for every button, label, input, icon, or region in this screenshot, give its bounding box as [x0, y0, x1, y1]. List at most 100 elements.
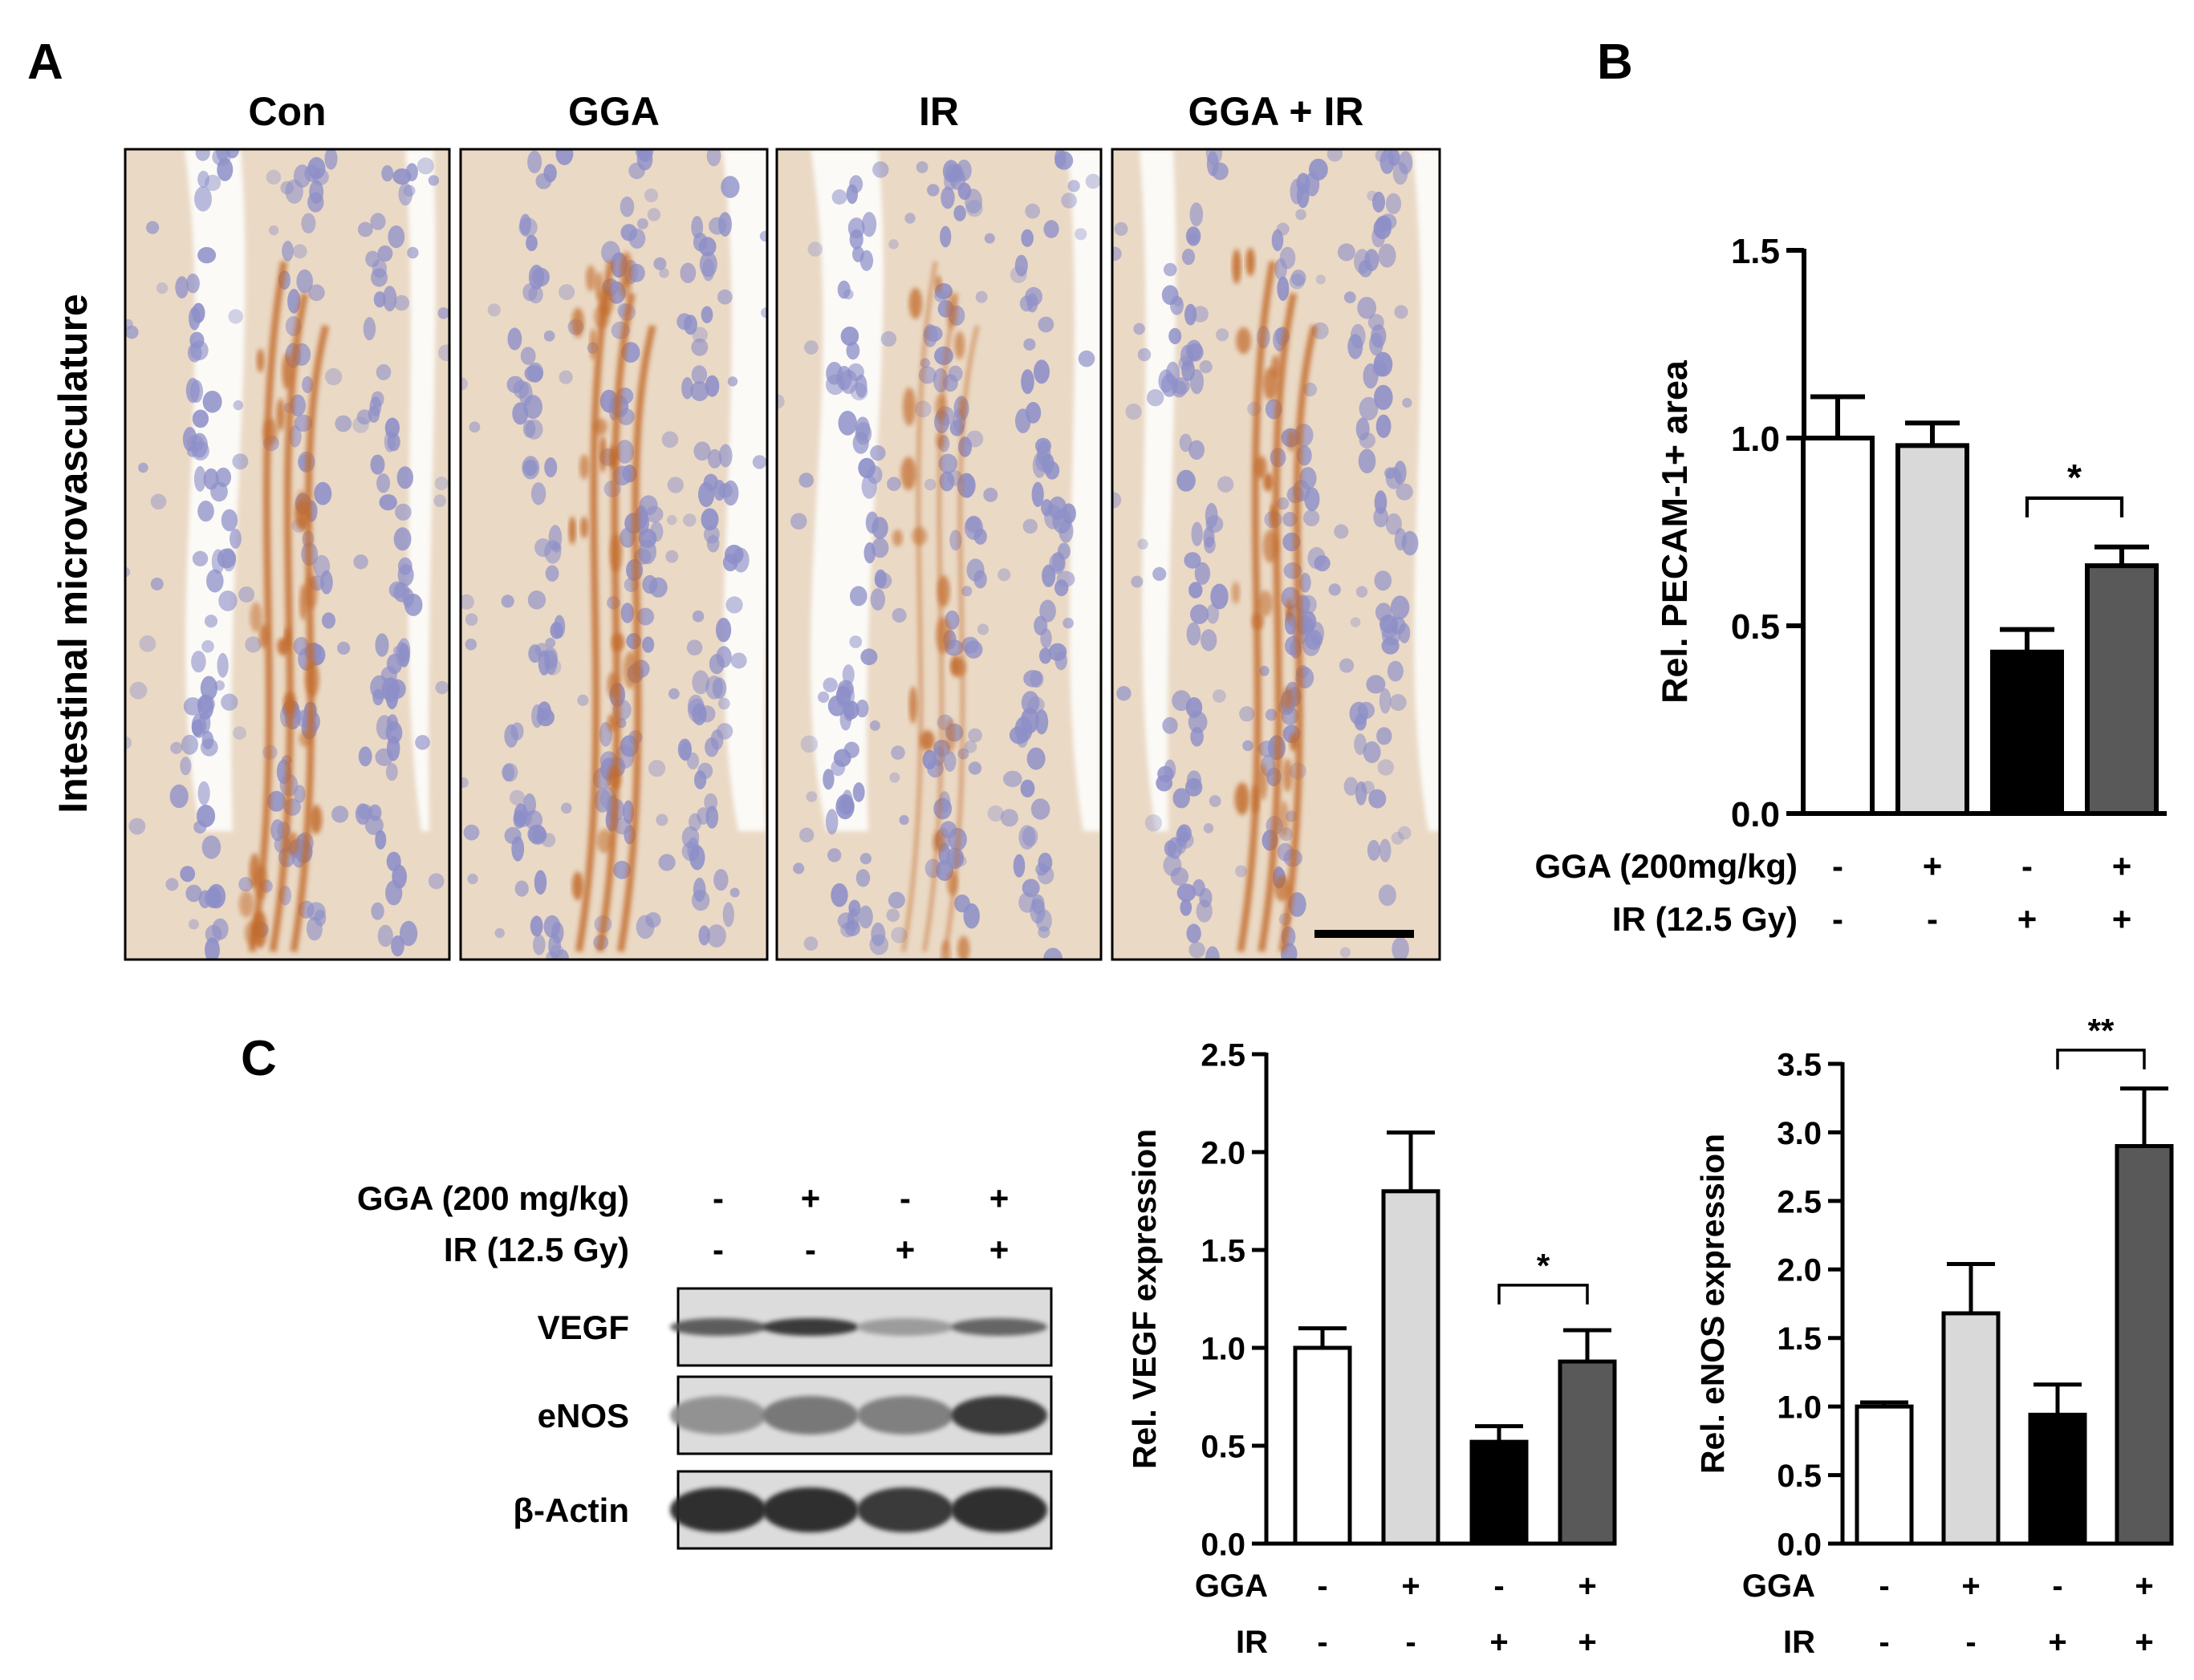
condition-sign: +: [1923, 847, 1943, 885]
y-axis-label: Rel. VEGF expression: [1126, 1129, 1163, 1469]
y-tick-label: 1.5: [1731, 232, 1780, 271]
blot-band: [670, 1396, 766, 1434]
y-tick-label: 2.5: [1201, 1037, 1245, 1073]
enos-bar-chart: 0.0 0.5 1.0 1.5 2.0 2.5 3.0 3.5 Rel. eNOS expres…: [1694, 1012, 2174, 1660]
condition-sign: +: [1401, 1568, 1420, 1604]
pecam-bar-chart: 0.0 0.5 1.0 1.5 Rel. PECAM-1+ area * GGA (200m…: [1534, 232, 2167, 938]
bar: [2115, 1144, 2174, 1546]
condition-sign: -: [1879, 1625, 1889, 1660]
condition-row-label: GGA (200mg/kg): [1534, 847, 1798, 885]
blot-strip: [670, 1375, 1053, 1455]
significance-label: **: [2088, 1012, 2115, 1049]
condition-sign: -: [1879, 1568, 1889, 1604]
condition-sign: +: [2112, 847, 2132, 885]
significance-label: *: [2067, 457, 2082, 498]
bar: [1855, 1404, 1914, 1546]
condition-sign: +: [2048, 1625, 2066, 1660]
condition-row-label: IR: [1783, 1625, 1815, 1660]
micrograph-ylabel: Intestinal microvasculature: [51, 294, 95, 813]
y-tick-label: 1.5: [1201, 1233, 1245, 1268]
blot-condition-sign: -: [805, 1231, 816, 1268]
micrograph-title-ir: IR: [919, 89, 959, 134]
condition-sign: -: [2052, 1568, 2062, 1604]
micrograph-con: [125, 149, 449, 960]
condition-sign: +: [2112, 900, 2132, 938]
y-tick-label: 0.0: [1777, 1527, 1822, 1562]
panel-label-c: C: [241, 1031, 277, 1086]
condition-sign: +: [2135, 1568, 2153, 1604]
blot-row-label: β-Actin: [513, 1491, 629, 1529]
condition-sign: +: [2017, 900, 2038, 938]
significance-bracket: [1497, 1284, 1589, 1305]
y-tick-label: 2.5: [1777, 1184, 1822, 1219]
y-tick-label: 1.0: [1731, 420, 1780, 459]
significance-label: *: [1537, 1247, 1550, 1284]
bar: [1801, 436, 1875, 816]
micrograph-title-con: Con: [248, 89, 326, 134]
y-tick-label: 3.5: [1777, 1047, 1822, 1082]
y-tick-label: 1.0: [1777, 1390, 1822, 1426]
condition-sign: -: [1493, 1568, 1504, 1604]
bar: [1990, 649, 2064, 817]
blot-condition-sign: +: [801, 1179, 821, 1217]
blot-band: [951, 1318, 1047, 1336]
blot-band: [857, 1487, 953, 1532]
bar: [1941, 1311, 2001, 1546]
condition-sign: -: [2021, 847, 2033, 885]
y-tick-label: 0.0: [1731, 795, 1780, 834]
micrograph-title-gga-ir: GGA + IR: [1188, 89, 1363, 134]
micrograph-gga: [461, 149, 767, 960]
blot-condition-sign: +: [896, 1231, 916, 1268]
panel-label-b: B: [1597, 34, 1633, 90]
blot-band: [670, 1318, 766, 1336]
y-tick-label: 2.0: [1777, 1253, 1822, 1288]
condition-sign: +: [1578, 1625, 1596, 1660]
bar: [2085, 563, 2159, 816]
blot-condition-sign: +: [989, 1179, 1010, 1217]
micrograph-ir: [777, 149, 1101, 960]
micrograph-frame-con: [124, 148, 451, 961]
y-tick-label: 2.0: [1201, 1135, 1245, 1171]
condition-sign: -: [1832, 847, 1843, 885]
bar: [1381, 1189, 1440, 1546]
bar: [1558, 1359, 1617, 1546]
blot-band: [762, 1487, 859, 1532]
blot-band: [951, 1487, 1047, 1532]
y-tick-label: 1.5: [1777, 1321, 1822, 1357]
y-axis-label: Rel. PECAM-1+ area: [1654, 359, 1695, 704]
condition-sign: +: [1961, 1568, 1980, 1604]
condition-sign: +: [1489, 1625, 1508, 1660]
condition-sign: -: [1965, 1625, 1976, 1660]
condition-row-label: IR (12.5 Gy): [1612, 900, 1798, 938]
blot-condition-sign: -: [713, 1179, 724, 1217]
micrograph-gga-ir: [1112, 149, 1440, 960]
vegf-bar-chart: 0.0 0.5 1.0 1.5 2.0 2.5 Rel. VEGF expression * G…: [1126, 1037, 1617, 1660]
y-tick-label: 0.5: [1201, 1429, 1245, 1464]
blot-row-label: eNOS: [538, 1397, 629, 1434]
blot-condition-label: GGA (200 mg/kg): [357, 1179, 629, 1217]
blot-condition-sign: -: [713, 1231, 724, 1268]
bar: [1895, 443, 1969, 816]
blot-strip: [670, 1287, 1053, 1367]
micrograph-title-gga: GGA: [568, 89, 660, 134]
condition-sign: -: [1405, 1625, 1416, 1660]
significance-bracket: [2025, 496, 2124, 517]
blot-condition-label: IR (12.5 Gy): [444, 1231, 629, 1268]
condition-row-label: GGA: [1742, 1568, 1815, 1604]
y-tick-label: 3.0: [1777, 1116, 1822, 1151]
bar: [1293, 1345, 1352, 1546]
western-blot: GGA (200 mg/kg) - + - + IR (12.5 Gy) - - + + VEGF e…: [357, 1179, 1053, 1550]
panel-label-a: A: [27, 34, 63, 90]
condition-sign: +: [1578, 1568, 1596, 1604]
blot-condition-sign: +: [989, 1231, 1010, 1268]
condition-row-label: IR: [1236, 1625, 1268, 1660]
blot-band: [857, 1396, 953, 1434]
y-tick-label: 0.5: [1731, 607, 1780, 647]
blot-strip: [670, 1470, 1053, 1550]
condition-sign: -: [1317, 1568, 1327, 1604]
micrograph-frame-ir: [775, 148, 1103, 961]
condition-sign: -: [1317, 1625, 1327, 1660]
blot-band: [762, 1318, 859, 1336]
blot-band: [951, 1396, 1047, 1434]
